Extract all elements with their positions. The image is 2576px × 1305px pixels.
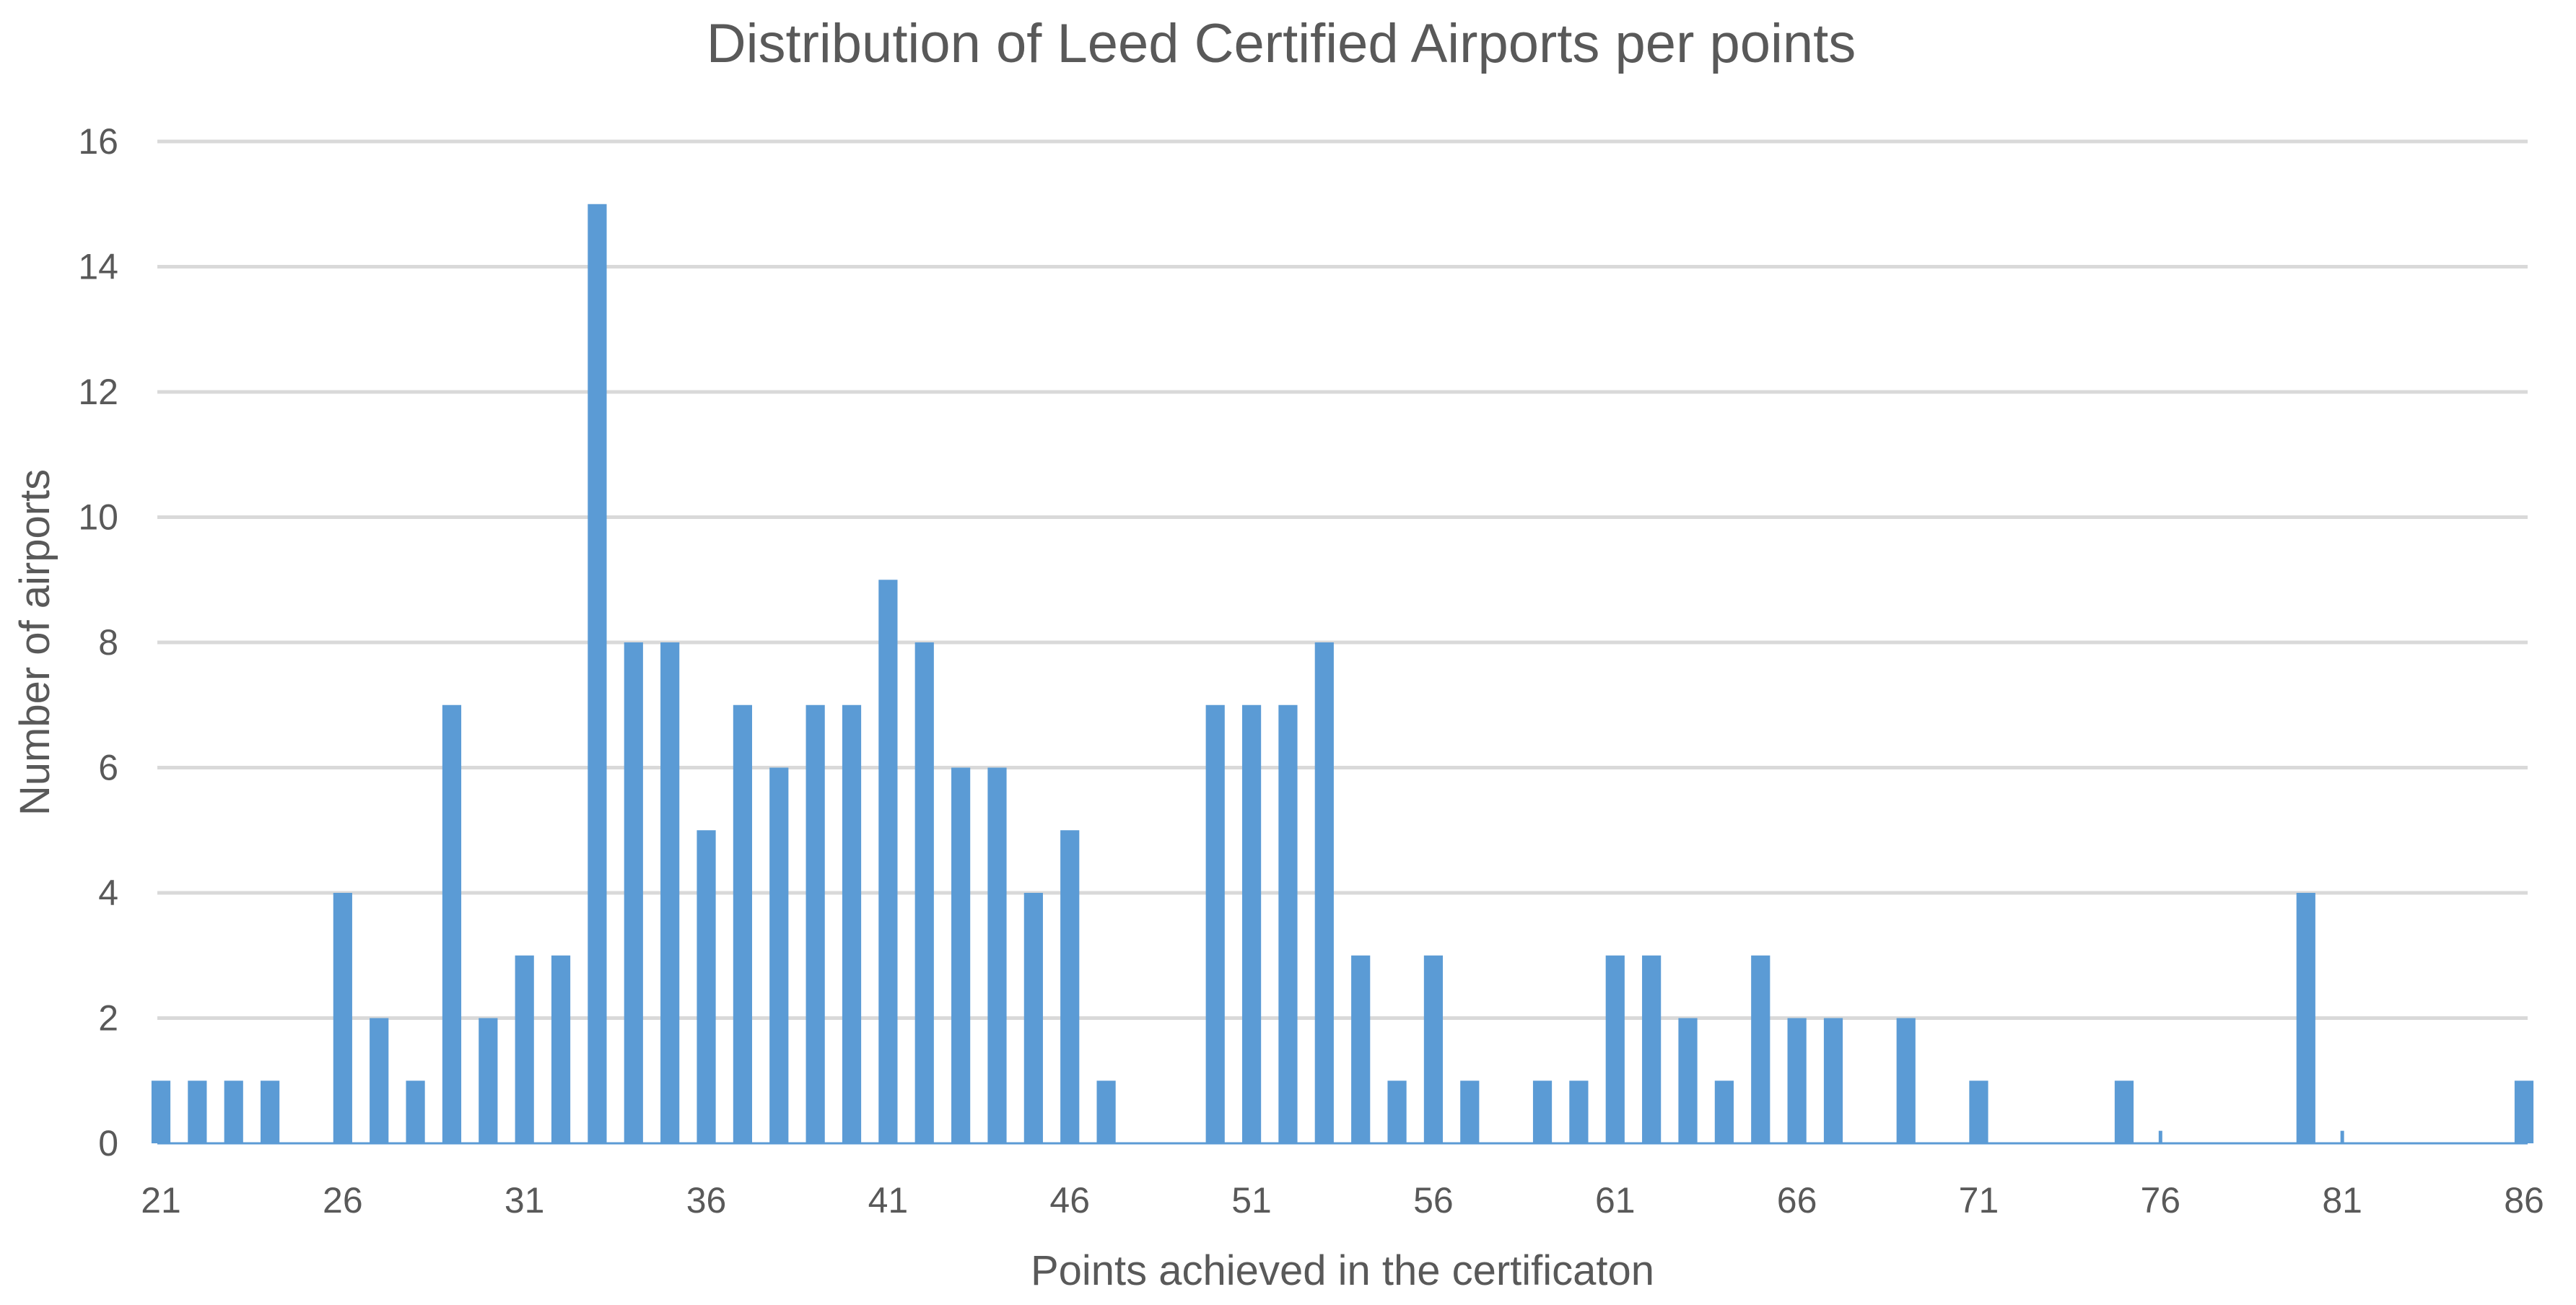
y-tick-label: 14 bbox=[78, 247, 118, 287]
bar-35 bbox=[660, 642, 680, 1143]
bar-81 bbox=[2340, 1130, 2344, 1143]
bar-23 bbox=[224, 1081, 243, 1143]
y-axis-title: Number of airports bbox=[12, 469, 58, 816]
bar-46 bbox=[1060, 830, 1080, 1143]
bar-47 bbox=[1096, 1081, 1116, 1143]
bar-40 bbox=[842, 704, 862, 1143]
bar-38 bbox=[769, 767, 789, 1143]
bar-60 bbox=[1569, 1081, 1589, 1143]
bar-71 bbox=[1969, 1081, 1988, 1143]
bar-66 bbox=[1787, 1018, 1807, 1143]
chart-title: Distribution of Leed Certified Airports … bbox=[707, 13, 1856, 74]
bar-80 bbox=[2296, 893, 2315, 1143]
bar-63 bbox=[1678, 1018, 1698, 1143]
x-tick-label: 31 bbox=[505, 1180, 545, 1221]
bar-41 bbox=[878, 580, 898, 1143]
x-tick-label: 86 bbox=[2504, 1180, 2544, 1221]
y-axis-ticks: 0 2 4 6 8 10 12 14 16 bbox=[78, 121, 118, 1164]
bar-53 bbox=[1314, 642, 1334, 1143]
x-axis-ticks: 21 26 31 36 41 46 51 56 61 66 71 76 81 86 bbox=[141, 1180, 2544, 1221]
x-tick-label: 21 bbox=[141, 1180, 181, 1221]
bar-57 bbox=[1460, 1081, 1480, 1143]
x-tick-label: 81 bbox=[2322, 1180, 2362, 1221]
bar-37 bbox=[733, 704, 753, 1143]
bar-24 bbox=[261, 1081, 280, 1143]
bar-54 bbox=[1351, 955, 1371, 1143]
bar-33 bbox=[588, 204, 607, 1143]
gridlines bbox=[157, 139, 2528, 1020]
bar-39 bbox=[805, 704, 825, 1143]
y-tick-label: 0 bbox=[98, 1123, 118, 1164]
y-tick-label: 8 bbox=[98, 622, 118, 663]
y-tick-label: 10 bbox=[78, 497, 118, 538]
x-tick-label: 51 bbox=[1231, 1180, 1272, 1221]
x-tick-label: 36 bbox=[686, 1180, 727, 1221]
bar-65 bbox=[1751, 955, 1771, 1143]
bar-55 bbox=[1387, 1081, 1407, 1143]
bar-45 bbox=[1023, 893, 1043, 1143]
bar-29 bbox=[442, 704, 462, 1143]
bar-62 bbox=[1642, 955, 1662, 1143]
bar-64 bbox=[1714, 1081, 1734, 1143]
bar-56 bbox=[1423, 955, 1444, 1143]
x-tick-label: 76 bbox=[2140, 1180, 2180, 1221]
bar-43 bbox=[951, 767, 971, 1143]
bar-51 bbox=[1241, 704, 1262, 1143]
x-tick-label: 61 bbox=[1595, 1180, 1636, 1221]
bar-28 bbox=[406, 1081, 425, 1143]
bar-59 bbox=[1532, 1081, 1553, 1143]
bar-52 bbox=[1278, 704, 1298, 1143]
bar-75 bbox=[2114, 1081, 2134, 1143]
x-tick-label: 56 bbox=[1413, 1180, 1454, 1221]
bar-36 bbox=[697, 830, 716, 1143]
x-tick-label: 26 bbox=[323, 1180, 363, 1221]
y-tick-label: 16 bbox=[78, 121, 118, 162]
bar-27 bbox=[370, 1018, 389, 1143]
bar-61 bbox=[1605, 955, 1625, 1143]
x-tick-label: 66 bbox=[1777, 1180, 1817, 1221]
x-tick-label: 41 bbox=[868, 1180, 909, 1221]
x-tick-label: 71 bbox=[1959, 1180, 1999, 1221]
bar-76 bbox=[2158, 1130, 2162, 1143]
y-tick-label: 4 bbox=[98, 873, 118, 913]
x-axis-title: Points achieved in the certificaton bbox=[1031, 1247, 1654, 1294]
y-tick-label: 12 bbox=[78, 372, 118, 412]
x-tick-label: 46 bbox=[1049, 1180, 1090, 1221]
bar-42 bbox=[914, 642, 934, 1143]
bar-67 bbox=[1823, 1018, 1843, 1143]
bar-26 bbox=[333, 893, 352, 1143]
bar-86 bbox=[2514, 1081, 2534, 1143]
bar-32 bbox=[551, 955, 571, 1143]
bar-22 bbox=[188, 1081, 207, 1143]
y-tick-label: 6 bbox=[98, 748, 118, 788]
bar-30 bbox=[479, 1018, 498, 1143]
bar-34 bbox=[624, 642, 643, 1143]
y-tick-label: 2 bbox=[98, 998, 118, 1039]
bar-69 bbox=[1896, 1018, 1916, 1143]
bar-44 bbox=[987, 767, 1007, 1143]
bar-21 bbox=[151, 1081, 171, 1143]
bar-50 bbox=[1205, 704, 1225, 1143]
bars bbox=[151, 204, 2534, 1143]
bar-31 bbox=[515, 955, 534, 1143]
